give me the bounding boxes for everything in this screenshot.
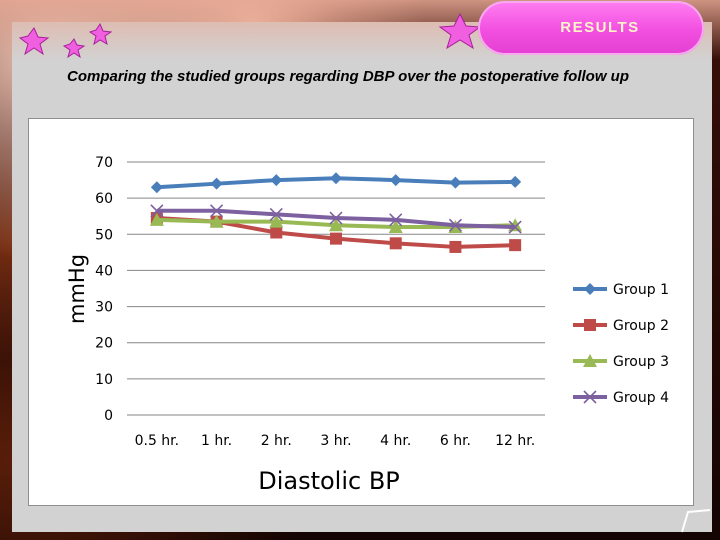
- data-point: [210, 204, 224, 218]
- page-corner-icon: [681, 509, 711, 533]
- legend-label: Group 1: [613, 282, 669, 298]
- data-point: [210, 177, 223, 190]
- data-point: [583, 390, 597, 404]
- y-tick-label: 60: [95, 191, 113, 207]
- y-tick-label: 40: [95, 263, 113, 279]
- y-tick-label: 10: [95, 372, 113, 388]
- data-point: [388, 220, 403, 234]
- legend-item: Group 4: [573, 390, 669, 406]
- data-point: [508, 220, 522, 234]
- data-point: [448, 218, 462, 232]
- x-tick-label: 2 hr.: [261, 433, 292, 449]
- data-point-stroke: [210, 204, 224, 218]
- legend-label: Group 4: [613, 390, 669, 406]
- legend-item: Group 2: [573, 318, 669, 334]
- data-point: [584, 283, 596, 295]
- x-tick-labels: 0.5 hr. 1 hr. 2 hr. 3 hr. 4 hr. 6 hr. 12 hr.: [135, 433, 536, 449]
- data-point: [150, 181, 163, 194]
- series-layer: [149, 172, 523, 253]
- x-tick-label: 0.5 hr.: [135, 433, 180, 449]
- y-tick-label: 30: [95, 300, 113, 316]
- x-tick-label: 3 hr.: [320, 433, 351, 449]
- y-tick-label: 70: [95, 155, 113, 171]
- legend-item: Group 3: [573, 354, 669, 370]
- data-point-stroke: [269, 207, 283, 221]
- data-point: [449, 240, 462, 253]
- x-tick-label: 1 hr.: [201, 433, 232, 449]
- data-point: [269, 214, 284, 228]
- y-axis-label: mmHg: [65, 254, 89, 324]
- data-point: [583, 354, 597, 367]
- legend-item: Group 1: [573, 282, 669, 298]
- grid-lines: [127, 161, 545, 416]
- legend-label: Group 3: [613, 354, 669, 370]
- x-tick-label: 4 hr.: [380, 433, 411, 449]
- x-axis-label: Diastolic BP: [258, 467, 400, 495]
- data-point: [270, 174, 283, 187]
- data-point: [509, 175, 522, 188]
- data-point-stroke: [150, 204, 164, 218]
- data-point-stroke: [448, 218, 462, 232]
- legend: Group 1 Group 2 Group 3 Group 4: [573, 282, 669, 406]
- data-point: [389, 213, 403, 227]
- data-point: [389, 174, 402, 187]
- series-1: [150, 172, 522, 194]
- data-point-stroke: [583, 390, 597, 404]
- dbp-line-chart: 0 10 20 30 40 50 60 70 0.5 hr. 1 hr. 2 hr. 3 hr. 4 …: [65, 155, 669, 495]
- data-point: [209, 214, 224, 228]
- data-point: [150, 204, 164, 218]
- data-point: [509, 239, 522, 252]
- data-point: [329, 211, 343, 225]
- data-point: [149, 212, 164, 226]
- y-tick-label: 0: [104, 408, 113, 424]
- data-point-stroke: [508, 220, 522, 234]
- x-tick-label: 6 hr.: [440, 433, 471, 449]
- data-point: [330, 232, 342, 245]
- star-icon: [438, 12, 482, 50]
- data-point-stroke: [389, 213, 403, 227]
- data-point: [584, 319, 596, 331]
- data-point-stroke: [329, 211, 343, 225]
- data-point: [330, 172, 342, 185]
- section-title-pill: [478, 1, 704, 55]
- data-point: [329, 218, 343, 232]
- series-3: [149, 212, 523, 234]
- star-icon: [18, 22, 113, 59]
- section-title: RESULTS: [560, 19, 640, 36]
- data-point: [269, 207, 283, 221]
- series-4: [150, 204, 522, 234]
- y-tick-labels: 0 10 20 30 40 50 60 70: [95, 155, 113, 424]
- slide-subtitle: Comparing the studied groups regarding D…: [67, 68, 629, 85]
- y-tick-label: 20: [95, 336, 113, 352]
- data-point: [449, 176, 462, 189]
- chart-frame: 0 10 20 30 40 50 60 70 0.5 hr. 1 hr. 2 hr. 3 hr. 4 …: [28, 118, 694, 506]
- legend-label: Group 2: [613, 318, 669, 334]
- x-tick-label: 12 hr.: [495, 433, 535, 449]
- data-point: [389, 237, 402, 250]
- data-point: [270, 226, 283, 239]
- y-tick-label: 50: [95, 227, 113, 243]
